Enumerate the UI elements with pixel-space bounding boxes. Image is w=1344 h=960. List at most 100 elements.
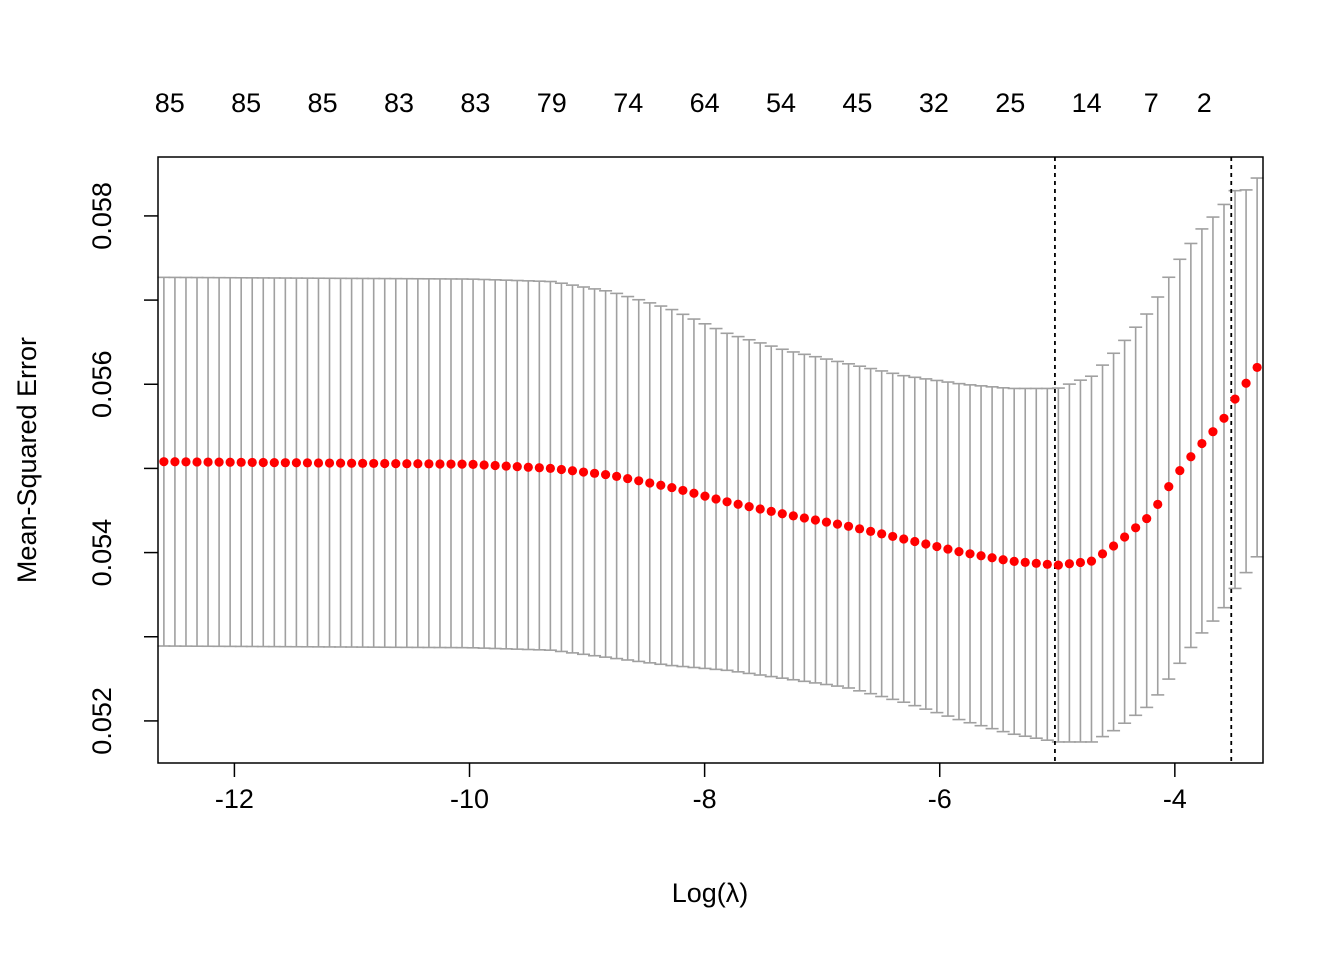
mse-point [689,488,699,498]
mse-point [1252,362,1262,373]
mse-point [159,457,169,467]
mse-point [1108,541,1119,551]
mse-point [843,521,854,531]
mse-point [457,459,467,469]
mse-point [1153,499,1163,509]
mse-point [324,458,335,468]
mse-point [313,458,324,468]
mse-point [954,547,964,557]
mse-point [1230,394,1240,404]
mse-point [545,463,555,473]
x-tick-label: -8 [693,784,717,814]
top-axis-label: 74 [613,88,643,118]
mse-point [998,555,1008,565]
mse-point [678,485,688,496]
mse-point [413,459,423,469]
mse-point [225,457,235,467]
mse-point [877,529,887,539]
mse-point [302,458,313,468]
y-axis: 0.052 0.054 0.056 0.058 [87,182,158,755]
mse-point [1131,523,1141,533]
y-axis-title: Mean-Squared Error [12,337,42,583]
mse-point [645,478,655,488]
mse-point [656,480,666,490]
mse-point [479,460,489,470]
mse-point [291,458,301,468]
x-tick-label: -12 [215,784,254,814]
mse-point [623,473,633,484]
x-axis-title: Log(λ) [672,878,749,908]
mse-point [722,497,732,507]
mse-point [600,469,611,480]
mse-point [755,504,765,514]
mse-point [369,458,379,469]
mse-point [634,476,644,486]
top-axis-label: 45 [842,88,872,118]
mse-point [181,457,191,467]
mse-point [1042,559,1052,569]
mse-point [391,458,401,469]
mse-point [810,515,821,525]
mse-point [667,482,677,493]
mse-point [821,517,832,527]
plot-frame [157,156,1264,764]
mse-point [987,553,997,563]
x-tick-label: -4 [1163,784,1187,814]
top-axis-label: 85 [155,88,185,118]
mse-point [733,499,743,509]
x-tick-label: -6 [928,784,952,814]
mse-point [766,506,776,516]
mse-point [269,457,279,468]
mse-point [534,463,544,473]
mse-point [501,461,511,471]
mse-point [424,459,434,469]
mse-point [1120,532,1130,542]
mse-point [943,544,953,554]
top-axis-label: 7 [1144,88,1159,118]
mse-point [866,526,876,536]
mse-point [1086,556,1097,566]
mse-point [247,457,257,468]
mse-point [711,494,721,504]
top-axis-label: 32 [919,88,949,118]
mse-point [589,468,600,478]
mse-point [788,511,798,521]
y-tick-label: 0.054 [87,519,117,587]
mse-point [854,524,865,534]
top-axis-label: 85 [308,88,338,118]
mse-point [777,509,787,519]
top-axis-label: 79 [537,88,567,118]
mse-point [214,457,224,467]
mse-point [700,491,710,501]
mse-point [1219,413,1229,423]
mse-point [1142,513,1152,524]
mse-point [280,458,290,468]
top-axis-label: 14 [1072,88,1102,118]
mse-point [468,459,478,469]
mse-point [435,459,445,469]
mse-point [832,519,843,529]
mse-point [446,459,456,469]
top-axis-label: 85 [231,88,261,118]
mse-point [1097,549,1108,559]
mse-point [567,466,578,476]
mse-point [556,464,567,475]
mse-point [899,534,909,544]
lambda-vlines-layer [1054,157,1233,763]
mse-point [1241,378,1251,388]
mse-point [380,458,390,469]
mse-point [744,501,754,512]
mse-point [203,457,213,467]
mse-point [888,531,898,542]
mse-point [965,549,975,559]
error-bars-layer [157,177,1264,743]
top-axis-label: 2 [1197,88,1212,118]
mse-point [192,457,202,467]
mse-point [910,536,920,547]
mse-point [921,539,931,549]
mse-point [1197,438,1207,449]
top-axis-label: 83 [384,88,414,118]
mse-point [1175,465,1185,476]
mse-points-layer [159,362,1262,570]
